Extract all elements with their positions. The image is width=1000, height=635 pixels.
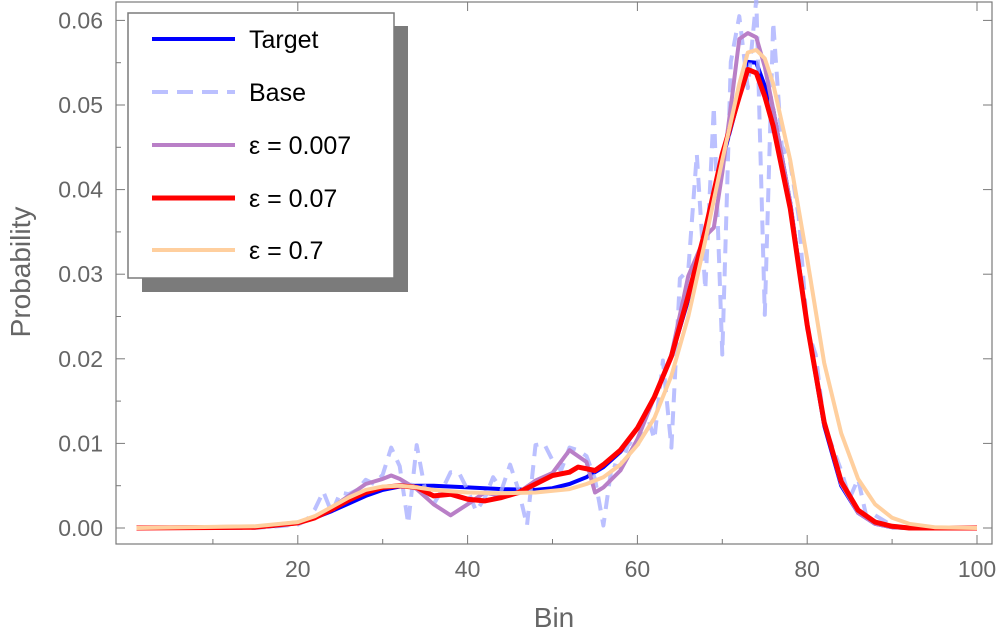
y-tick-label: 0.03: [58, 261, 103, 287]
legend: Target Base ε = 0.007 ε = 0.07 ε = 0.7: [127, 12, 408, 292]
x-tick-label: 20: [285, 556, 311, 582]
legend-entries: Target Base ε = 0.007 ε = 0.07 ε = 0.7: [152, 26, 351, 265]
y-tick-label: 0.02: [58, 346, 103, 372]
y-axis-title: Probability: [5, 207, 36, 338]
x-tick-label: 80: [794, 556, 820, 582]
y-tick-label: 0.01: [58, 430, 103, 456]
y-tick-label: 0.04: [58, 177, 103, 203]
y-tick-label: 0.05: [58, 92, 103, 118]
legend-label-0: Target: [249, 26, 319, 54]
x-axis-title: Bin: [534, 602, 574, 633]
legend-label-3: ε = 0.07: [249, 185, 337, 213]
legend-label-4: ε = 0.7: [249, 237, 323, 265]
x-tick-label: 60: [625, 556, 651, 582]
series-layer: [136, 0, 978, 531]
series-line-4: [136, 48, 978, 530]
x-tick-label: 100: [958, 556, 996, 582]
x-tick-label: 40: [455, 556, 481, 582]
legend-label-2: ε = 0.007: [249, 132, 351, 160]
legend-label-1: Base: [249, 79, 306, 107]
plot-frame: [115, 1, 993, 545]
y-tick-label: 0.00: [58, 515, 103, 541]
axis-ticks: 20 40 60 80 100 0.00 0.01 0.02 0.03 0.04 0.05 0.06: [58, 2, 996, 582]
y-tick-label: 0.06: [58, 7, 103, 33]
